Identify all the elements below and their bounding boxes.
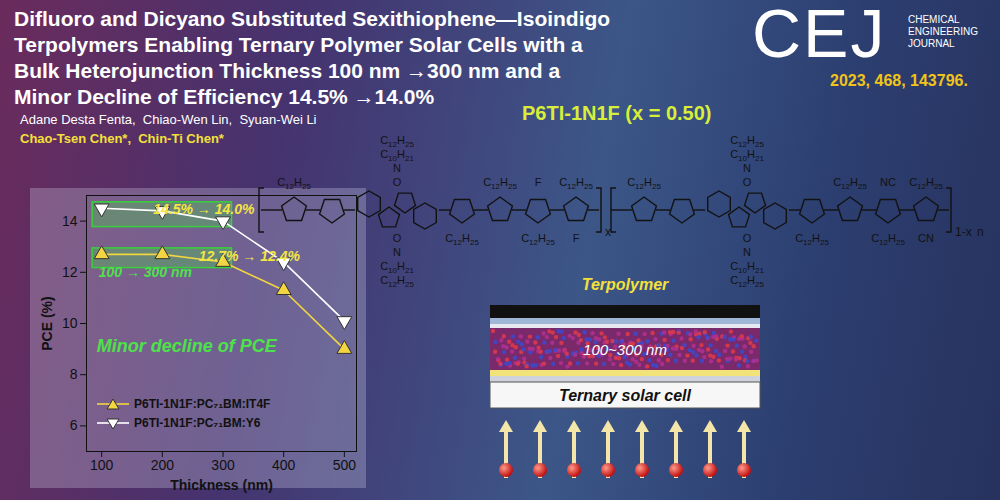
svg-text:8: 8 — [70, 366, 78, 382]
html-text:P6TI-1N1F:PC₇₁BM:Y6: P6TI-1N1F:PC₇₁BM:Y6 — [134, 415, 261, 430]
svg-text:C12H25: C12H25 — [730, 274, 764, 289]
html-text:CHEMICAL: CHEMICAL — [908, 14, 960, 25]
svg-text:6: 6 — [70, 417, 78, 433]
svg-text:C10H21: C10H21 — [380, 260, 414, 275]
svg-text:N: N — [743, 162, 751, 174]
svg-text:C12H25: C12H25 — [871, 232, 905, 247]
svg-text:C12H25: C12H25 — [521, 232, 555, 247]
svg-text:12: 12 — [62, 264, 78, 280]
html-text:2023, 468, 143796.: 2023, 468, 143796. — [830, 72, 968, 89]
svg-text:C12H25: C12H25 — [483, 176, 517, 191]
svg-text:200: 200 — [151, 457, 175, 473]
svg-text:O: O — [743, 176, 752, 188]
svg-text:Terpolymer: Terpolymer — [582, 276, 669, 293]
html-text:Difluoro and Dicyano Substitut: Difluoro and Dicyano Substituted Sexithi… — [14, 7, 611, 30]
svg-text:NC: NC — [880, 176, 896, 188]
html-text:P6TI-1N1F:PC₇₁BM:IT4F: P6TI-1N1F:PC₇₁BM:IT4F — [134, 396, 271, 411]
svg-text:N: N — [743, 246, 751, 258]
svg-text:C10H21: C10H21 — [730, 148, 764, 163]
svg-text:C12H25: C12H25 — [795, 232, 829, 247]
svg-text:500: 500 — [333, 457, 357, 473]
svg-text:C12H25: C12H25 — [277, 176, 311, 191]
svg-text:P6TI-1N1F (x = 0.50): P6TI-1N1F (x = 0.50) — [522, 102, 712, 124]
svg-text:x: x — [605, 225, 611, 239]
svg-text:Ternary solar cell: Ternary solar cell — [559, 387, 691, 404]
svg-text:n: n — [977, 225, 984, 239]
svg-text:F: F — [535, 176, 542, 188]
html-text:Bulk Heterojunction Thickness: Bulk Heterojunction Thickness 100 nm →30… — [14, 59, 561, 82]
svg-text:14.5% → 14.0%: 14.5% → 14.0% — [153, 201, 255, 217]
html-text:Chao-Tsen Chen*, Chin-Ti Chen*: Chao-Tsen Chen*, Chin-Ti Chen* — [20, 131, 224, 146]
svg-text:C12H25: C12H25 — [627, 176, 661, 191]
svg-text:100 → 300 nm: 100 → 300 nm — [99, 264, 192, 280]
svg-text:14: 14 — [62, 213, 78, 229]
svg-text:10: 10 — [62, 315, 78, 331]
svg-text:C12H25: C12H25 — [833, 176, 867, 191]
svg-text:C12H25: C12H25 — [445, 232, 479, 247]
svg-text:O: O — [393, 232, 402, 244]
html-text:Terpolymers Enabling Ternary P: Terpolymers Enabling Ternary Polymer Sol… — [14, 33, 583, 56]
html-text:JOURNAL: JOURNAL — [908, 38, 955, 49]
svg-text:Thickness (nm): Thickness (nm) — [170, 477, 273, 493]
svg-text:C12H25: C12H25 — [380, 134, 414, 149]
svg-text:12.7% → 12.4%: 12.7% → 12.4% — [199, 248, 301, 264]
svg-text:O: O — [743, 232, 752, 244]
svg-text:100~300 nm: 100~300 nm — [583, 341, 667, 358]
svg-text:100: 100 — [90, 457, 114, 473]
svg-text:C12H25: C12H25 — [380, 274, 414, 289]
svg-text:N: N — [393, 162, 401, 174]
svg-text:C12H25: C12H25 — [909, 176, 943, 191]
svg-text:C12H25: C12H25 — [730, 134, 764, 149]
svg-text:C12H25: C12H25 — [559, 176, 593, 191]
html-text:Adane Desta Fenta, Chiao-Wen L: Adane Desta Fenta, Chiao-Wen Lin, Syuan-… — [20, 112, 317, 127]
svg-text:C10H21: C10H21 — [380, 148, 414, 163]
svg-text:1-x: 1-x — [955, 225, 972, 239]
svg-text:400: 400 — [272, 457, 296, 473]
svg-text:C10H21: C10H21 — [730, 260, 764, 275]
svg-text:CN: CN — [918, 232, 934, 244]
html-text:ENGINEERING: ENGINEERING — [908, 26, 978, 37]
svg-text:N: N — [393, 246, 401, 258]
svg-text:PCE (%): PCE (%) — [39, 296, 55, 350]
svg-text:F: F — [573, 232, 580, 244]
svg-text:O: O — [393, 176, 402, 188]
svg-text:Minor decline of PCE: Minor decline of PCE — [97, 336, 278, 356]
html-text:Minor Decline of Efficiency 14: Minor Decline of Efficiency 14.5% →14.0% — [14, 85, 435, 108]
svg-text:300: 300 — [211, 457, 235, 473]
